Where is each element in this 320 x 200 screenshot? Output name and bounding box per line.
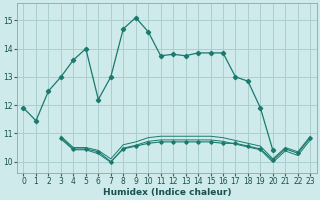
X-axis label: Humidex (Indice chaleur): Humidex (Indice chaleur) [103, 188, 231, 197]
